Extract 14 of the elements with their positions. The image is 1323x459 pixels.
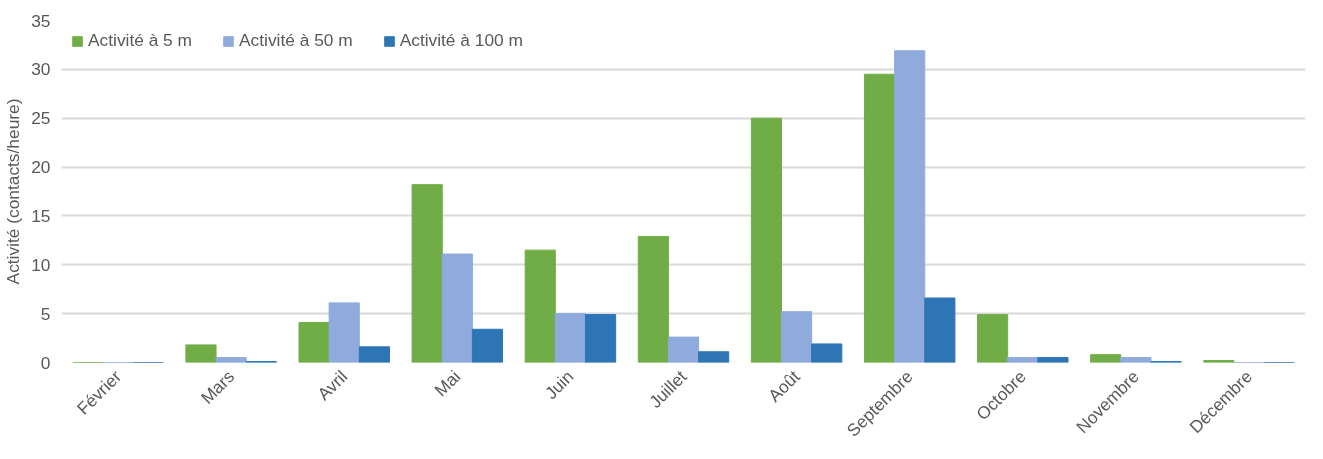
legend-label: Activité à 5 m xyxy=(88,30,193,51)
y-tick-label: 0 xyxy=(40,352,51,373)
y-tick-label: 30 xyxy=(31,59,51,80)
legend-label: Activité à 100 m xyxy=(399,30,523,51)
y-tick-label: 35 xyxy=(31,10,51,31)
y-tick-label: 25 xyxy=(31,108,51,129)
y-tick-label: 20 xyxy=(31,157,51,178)
y-tick-label: 5 xyxy=(40,303,51,324)
y-tick-label: 15 xyxy=(31,205,51,226)
y-axis-title: Activité (contacts/heure) xyxy=(3,98,24,285)
x-tick-label: Mai xyxy=(430,366,465,401)
x-tick-label: Juin xyxy=(540,366,578,404)
legend-label: Activité à 50 m xyxy=(239,30,353,51)
y-tick-label: 10 xyxy=(31,254,51,275)
